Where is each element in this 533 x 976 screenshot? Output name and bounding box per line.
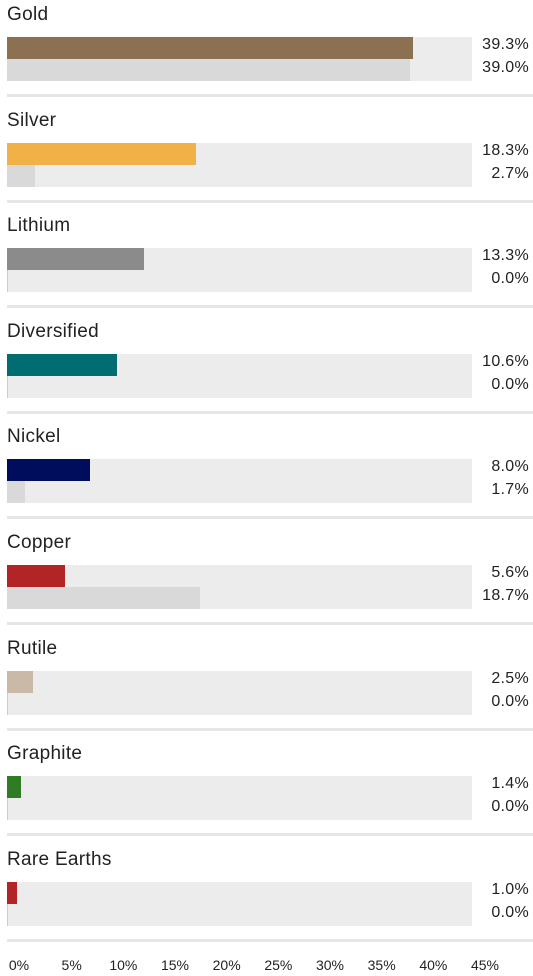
value-label-secondary: 0.0% xyxy=(491,798,529,816)
group-separator xyxy=(7,516,533,520)
value-label-primary: 39.3% xyxy=(482,36,529,53)
bar-track xyxy=(7,164,472,187)
group-separator xyxy=(7,938,533,942)
bar-primary xyxy=(7,881,18,904)
value-label-secondary: 2.7% xyxy=(491,164,529,182)
bar-track xyxy=(7,692,472,715)
category-label: Rutile xyxy=(7,637,58,659)
group-separator xyxy=(7,199,533,203)
group-separator xyxy=(7,94,533,97)
bar-primary xyxy=(7,353,117,376)
bar-track xyxy=(7,481,472,504)
bar-primary xyxy=(7,776,22,799)
bar-primary xyxy=(7,142,197,165)
value-label-secondary: 0.0% xyxy=(491,270,529,288)
bar-track xyxy=(7,459,472,482)
value-label-secondary: 1.7% xyxy=(491,481,529,499)
value-label-primary: 8.0% xyxy=(491,458,529,476)
bar-primary xyxy=(7,459,90,482)
bar-secondary xyxy=(7,587,201,609)
category-label: Copper xyxy=(7,532,72,553)
bar-track xyxy=(7,776,472,799)
x-tick-label: 35% xyxy=(367,957,396,973)
bar-secondary-zero xyxy=(7,903,8,926)
category-label: Silver xyxy=(7,109,57,131)
category-group: Gold 39.3% 39.0% xyxy=(0,0,533,105)
group-separator xyxy=(7,305,533,309)
value-label-primary: 5.6% xyxy=(491,564,529,581)
group-separator xyxy=(7,727,533,731)
category-label: Nickel xyxy=(7,426,61,448)
x-tick-label: 30% xyxy=(315,957,345,973)
value-label-primary: 1.0% xyxy=(491,880,529,898)
x-tick-label: 40% xyxy=(419,957,448,973)
category-label: Lithium xyxy=(7,215,71,237)
bar-secondary-zero xyxy=(7,270,8,293)
bar-primary xyxy=(7,670,33,693)
bar-primary xyxy=(7,248,145,271)
x-tick-label: 20% xyxy=(212,957,241,973)
x-tick-label: 5% xyxy=(61,957,82,973)
bar-track xyxy=(7,353,472,376)
value-label-primary: 13.3% xyxy=(482,247,529,265)
bar-secondary-zero xyxy=(7,798,8,821)
category-group: Rutile 2.5% 0.0% xyxy=(0,634,533,739)
x-tick-label: 45% xyxy=(470,957,500,973)
category-label: Graphite xyxy=(7,743,83,765)
bar-primary xyxy=(7,565,65,587)
x-tick-label: 15% xyxy=(160,957,190,973)
value-label-primary: 18.3% xyxy=(482,141,529,159)
group-separator xyxy=(7,833,533,837)
category-label: Rare Earths xyxy=(7,848,112,870)
value-label-secondary: 39.0% xyxy=(482,59,529,76)
group-separator xyxy=(7,410,533,414)
bar-track xyxy=(7,670,472,693)
value-label-secondary: 18.7% xyxy=(482,587,529,604)
value-label-primary: 2.5% xyxy=(491,669,529,687)
category-group: Silver 18.3% 2.7% xyxy=(0,106,533,211)
bar-primary xyxy=(7,37,414,59)
value-label-primary: 1.4% xyxy=(491,775,529,793)
category-group: Lithium 13.3% 0.0% xyxy=(0,211,533,316)
value-label-secondary: 0.0% xyxy=(491,375,529,393)
x-tick-label: 0% xyxy=(8,957,30,973)
bar-track xyxy=(7,903,472,926)
bar-secondary-zero xyxy=(7,692,8,715)
category-group: Nickel 8.0% 1.7% xyxy=(0,422,533,527)
category-label: Diversified xyxy=(7,320,99,342)
value-label-secondary: 0.0% xyxy=(491,903,529,921)
bar-track xyxy=(7,565,472,587)
bar-secondary xyxy=(7,59,410,81)
bar-secondary xyxy=(7,164,35,187)
bar-track xyxy=(7,375,472,398)
category-group: Diversified 10.6% 0.0% xyxy=(0,317,533,422)
value-label-primary: 10.6% xyxy=(482,352,529,370)
bar-track xyxy=(7,881,472,904)
bar-secondary-zero xyxy=(7,375,8,398)
group-separator xyxy=(7,622,533,625)
category-group: Graphite 1.4% 0.0% xyxy=(0,739,533,844)
category-group: Copper 5.6% 18.7% xyxy=(0,528,533,633)
bar-track xyxy=(7,798,472,821)
category-label: Gold xyxy=(7,4,49,25)
value-label-secondary: 0.0% xyxy=(491,692,529,710)
category-group: Rare Earths 1.0% 0.0% xyxy=(0,845,533,950)
x-tick-label: 25% xyxy=(264,957,293,973)
x-tick-label: 10% xyxy=(109,957,138,973)
bar-secondary xyxy=(7,481,25,504)
bar-track xyxy=(7,270,472,293)
